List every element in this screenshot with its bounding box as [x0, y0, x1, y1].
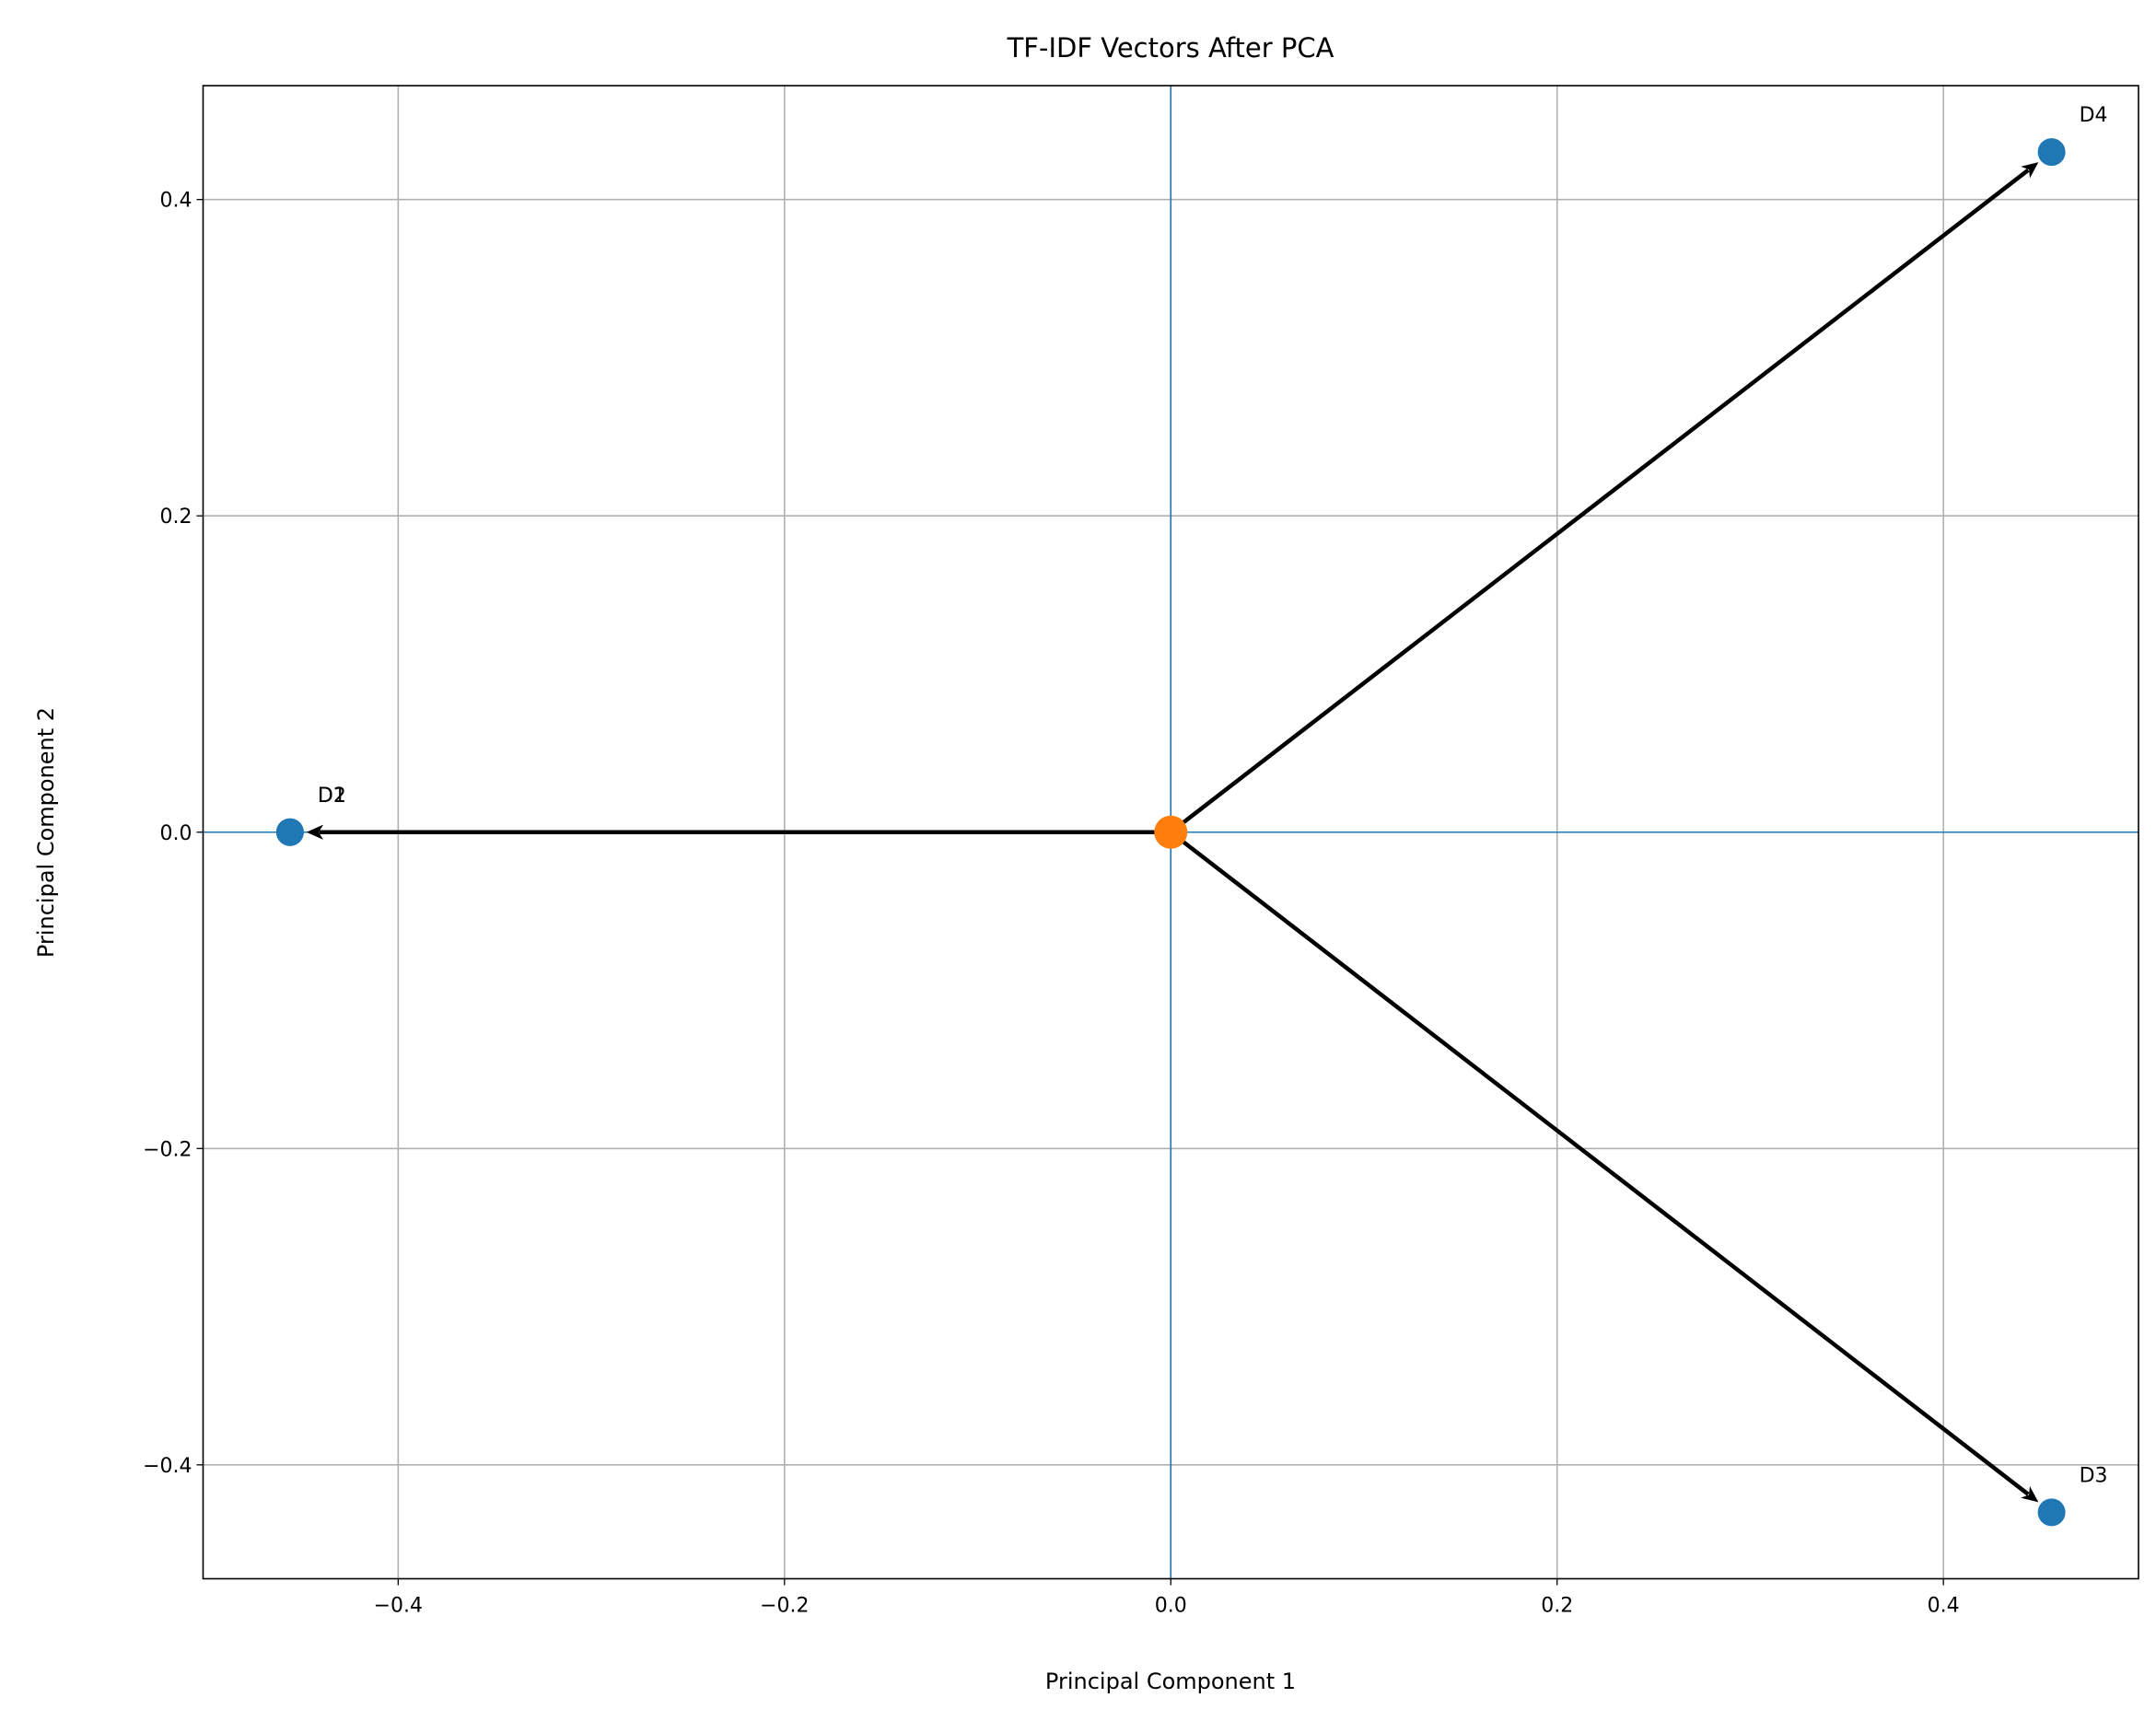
y-tick-label: 0.2: [160, 506, 192, 529]
y-tick-label: 0.0: [160, 822, 192, 845]
arrow-head: [2021, 1486, 2039, 1503]
y-tick-label: 0.4: [160, 190, 192, 213]
point: [2037, 1498, 2066, 1527]
arrow-shaft: [1169, 830, 2030, 1496]
plot-frame: [202, 85, 2139, 1580]
x-tick-label: −0.2: [760, 1595, 809, 1618]
point: [2037, 138, 2066, 167]
chart-title: TF-IDF Vectors After PCA: [1007, 32, 1334, 64]
x-tick-label: 0.4: [1928, 1595, 1960, 1618]
point: [275, 818, 304, 846]
x-tick-label: 0.0: [1155, 1595, 1187, 1618]
x-tick-label: −0.4: [374, 1595, 423, 1618]
point-label: D3: [2080, 1464, 2108, 1487]
arrow-head: [306, 824, 323, 840]
arrow-shaft: [1169, 168, 2030, 834]
x-tick-label: 0.2: [1541, 1595, 1573, 1618]
y-tick-label: −0.2: [143, 1138, 192, 1161]
x-axis-label: Principal Component 1: [1045, 1669, 1296, 1694]
y-tick-label: −0.4: [143, 1455, 192, 1478]
point-label: D2: [318, 785, 346, 808]
point-label: D4: [2080, 104, 2108, 127]
y-axis-label: Principal Component 2: [33, 707, 59, 958]
point-label: D1: [318, 785, 346, 808]
origin-point: [1154, 815, 1188, 849]
arrow-head: [2021, 162, 2039, 179]
